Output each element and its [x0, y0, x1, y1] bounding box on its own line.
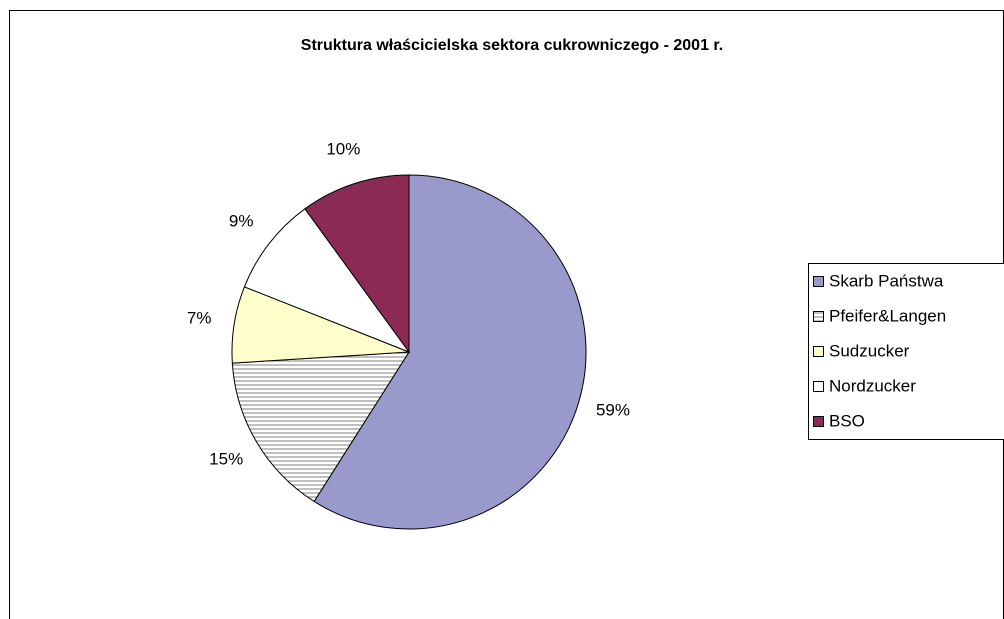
pie-slice — [304, 174, 410, 354]
pie-slice — [243, 208, 411, 354]
legend-swatch — [813, 346, 824, 357]
pie-slice — [313, 174, 587, 530]
data-label: 59% — [596, 401, 630, 420]
data-label: 9% — [229, 211, 254, 230]
legend — [808, 263, 1004, 440]
chart-title: Struktura właścicielska sektora cukrowni… — [301, 37, 723, 54]
legend-label: Nordzucker — [829, 376, 916, 395]
legend-label: Sudzucker — [829, 341, 910, 360]
legend-label: BSO — [829, 411, 865, 430]
legend-label: Skarb Państwa — [829, 271, 944, 290]
data-label: 10% — [326, 139, 360, 158]
legend-label: Pfeifer&Langen — [829, 306, 946, 325]
data-label: 7% — [187, 308, 212, 327]
pie-slice — [231, 351, 410, 503]
data-label: 15% — [209, 450, 243, 469]
legend-swatch — [813, 381, 824, 392]
legend-swatch — [813, 311, 824, 322]
legend-swatch — [813, 416, 824, 427]
legend-swatch — [813, 276, 824, 287]
